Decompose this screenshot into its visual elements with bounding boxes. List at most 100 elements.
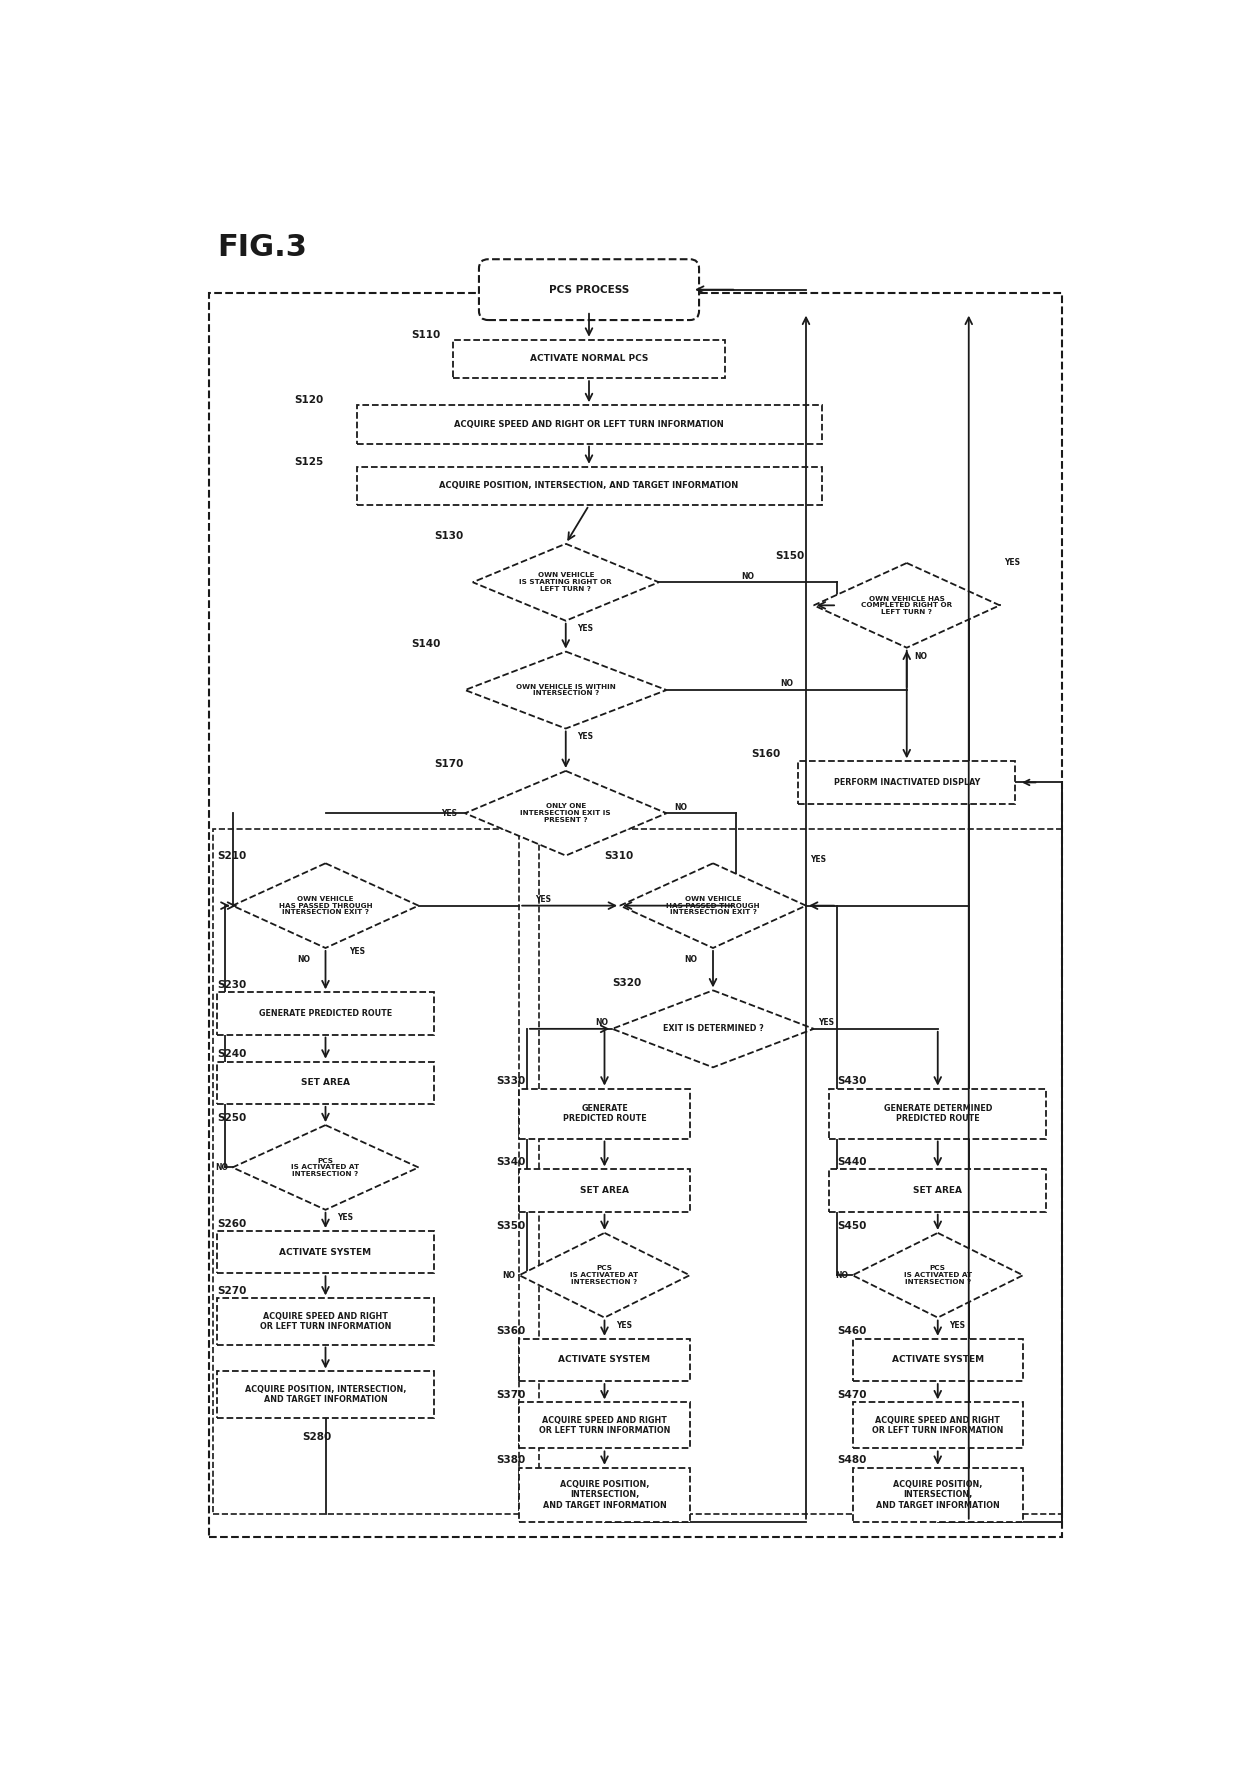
FancyBboxPatch shape	[520, 1340, 689, 1380]
Text: S450: S450	[837, 1221, 867, 1230]
FancyBboxPatch shape	[217, 1299, 434, 1345]
Text: FIG.3: FIG.3	[217, 232, 306, 262]
Text: YES: YES	[817, 1019, 833, 1028]
Text: ONLY ONE
INTERSECTION EXIT IS
PRESENT ?: ONLY ONE INTERSECTION EXIT IS PRESENT ?	[521, 803, 611, 822]
FancyBboxPatch shape	[853, 1402, 1023, 1448]
Text: S140: S140	[410, 640, 440, 649]
Text: OWN VEHICLE
IS STARTING RIGHT OR
LEFT TURN ?: OWN VEHICLE IS STARTING RIGHT OR LEFT TU…	[520, 572, 613, 592]
Text: S125: S125	[295, 457, 324, 466]
Text: YES: YES	[1003, 558, 1019, 567]
Text: YES: YES	[337, 1214, 353, 1223]
FancyBboxPatch shape	[217, 1372, 434, 1418]
Polygon shape	[465, 652, 667, 728]
Text: OWN VEHICLE IS WITHIN
INTERSECTION ?: OWN VEHICLE IS WITHIN INTERSECTION ?	[516, 684, 615, 696]
FancyBboxPatch shape	[520, 1088, 689, 1139]
Text: S350: S350	[496, 1221, 526, 1230]
Text: GENERATE
PREDICTED ROUTE: GENERATE PREDICTED ROUTE	[563, 1104, 646, 1123]
FancyBboxPatch shape	[853, 1340, 1023, 1380]
Text: S340: S340	[496, 1157, 526, 1168]
Text: S270: S270	[217, 1286, 247, 1295]
Text: ACTIVATE SYSTEM: ACTIVATE SYSTEM	[279, 1247, 372, 1256]
FancyBboxPatch shape	[520, 1467, 689, 1522]
Text: YES: YES	[348, 948, 365, 957]
Text: S470: S470	[837, 1389, 867, 1400]
Text: SET AREA: SET AREA	[580, 1185, 629, 1194]
Text: NO: NO	[595, 1019, 609, 1028]
Text: PCS
IS ACTIVATED AT
INTERSECTION ?: PCS IS ACTIVATED AT INTERSECTION ?	[904, 1265, 972, 1285]
Text: OWN VEHICLE HAS
COMPLETED RIGHT OR
LEFT TURN ?: OWN VEHICLE HAS COMPLETED RIGHT OR LEFT …	[862, 595, 952, 615]
Text: S370: S370	[496, 1389, 526, 1400]
Text: SET AREA: SET AREA	[913, 1185, 962, 1194]
Text: ACTIVATE SYSTEM: ACTIVATE SYSTEM	[892, 1356, 983, 1364]
FancyBboxPatch shape	[479, 259, 699, 321]
Text: ACQUIRE POSITION, INTERSECTION, AND TARGET INFORMATION: ACQUIRE POSITION, INTERSECTION, AND TARG…	[439, 482, 739, 491]
Text: S230: S230	[217, 980, 247, 991]
FancyBboxPatch shape	[830, 1170, 1047, 1212]
Polygon shape	[520, 1233, 689, 1318]
Text: S170: S170	[434, 758, 464, 769]
Text: PCS
IS ACTIVATED AT
INTERSECTION ?: PCS IS ACTIVATED AT INTERSECTION ?	[291, 1157, 360, 1177]
Polygon shape	[613, 991, 813, 1067]
Text: ACQUIRE SPEED AND RIGHT
OR LEFT TURN INFORMATION: ACQUIRE SPEED AND RIGHT OR LEFT TURN INF…	[872, 1416, 1003, 1435]
Text: S480: S480	[837, 1455, 867, 1465]
Text: NO: NO	[684, 955, 697, 964]
Text: NO: NO	[836, 1271, 848, 1279]
Text: YES: YES	[441, 808, 458, 817]
Text: S130: S130	[434, 532, 464, 542]
FancyBboxPatch shape	[830, 1088, 1047, 1139]
Text: NO: NO	[216, 1162, 228, 1171]
Text: S280: S280	[303, 1432, 331, 1442]
Text: S310: S310	[605, 851, 634, 861]
Text: SET AREA: SET AREA	[301, 1077, 350, 1088]
Text: PERFORM INACTIVATED DISPLAY: PERFORM INACTIVATED DISPLAY	[833, 778, 980, 787]
Text: S360: S360	[496, 1327, 526, 1336]
Text: S320: S320	[613, 978, 641, 989]
Text: YES: YES	[616, 1320, 632, 1329]
Text: ACQUIRE POSITION, INTERSECTION,
AND TARGET INFORMATION: ACQUIRE POSITION, INTERSECTION, AND TARG…	[244, 1386, 407, 1403]
Text: S210: S210	[217, 851, 247, 861]
Text: NO: NO	[780, 679, 794, 688]
FancyBboxPatch shape	[454, 340, 724, 377]
FancyBboxPatch shape	[357, 466, 821, 505]
FancyBboxPatch shape	[520, 1402, 689, 1448]
Text: ACQUIRE POSITION,
INTERSECTION,
AND TARGET INFORMATION: ACQUIRE POSITION, INTERSECTION, AND TARG…	[875, 1480, 999, 1510]
Polygon shape	[472, 544, 658, 620]
Polygon shape	[853, 1233, 1023, 1318]
Text: YES: YES	[950, 1320, 966, 1329]
Text: S160: S160	[751, 750, 781, 758]
Text: S150: S150	[775, 551, 805, 560]
Polygon shape	[233, 1125, 419, 1210]
Text: NO: NO	[915, 652, 928, 661]
FancyBboxPatch shape	[217, 992, 434, 1035]
Text: ACQUIRE SPEED AND RIGHT
OR LEFT TURN INFORMATION: ACQUIRE SPEED AND RIGHT OR LEFT TURN INF…	[260, 1311, 391, 1331]
Text: S430: S430	[837, 1076, 867, 1086]
Text: NO: NO	[502, 1271, 516, 1279]
Polygon shape	[233, 863, 419, 948]
Text: PCS PROCESS: PCS PROCESS	[549, 285, 629, 294]
Text: S120: S120	[295, 395, 324, 406]
Text: PCS
IS ACTIVATED AT
INTERSECTION ?: PCS IS ACTIVATED AT INTERSECTION ?	[570, 1265, 639, 1285]
FancyBboxPatch shape	[520, 1170, 689, 1212]
Text: YES: YES	[578, 624, 594, 633]
Text: GENERATE PREDICTED ROUTE: GENERATE PREDICTED ROUTE	[259, 1008, 392, 1017]
Text: S240: S240	[217, 1049, 247, 1060]
Text: S440: S440	[837, 1157, 867, 1168]
Text: ACTIVATE SYSTEM: ACTIVATE SYSTEM	[558, 1356, 651, 1364]
Text: GENERATE DETERMINED
PREDICTED ROUTE: GENERATE DETERMINED PREDICTED ROUTE	[884, 1104, 992, 1123]
Text: YES: YES	[534, 895, 551, 904]
Text: ACQUIRE SPEED AND RIGHT
OR LEFT TURN INFORMATION: ACQUIRE SPEED AND RIGHT OR LEFT TURN INF…	[539, 1416, 670, 1435]
FancyBboxPatch shape	[853, 1467, 1023, 1522]
Text: NO: NO	[675, 803, 687, 812]
Text: S250: S250	[217, 1113, 247, 1123]
Polygon shape	[620, 863, 806, 948]
Text: YES: YES	[810, 854, 826, 865]
Text: EXIT IS DETERMINED ?: EXIT IS DETERMINED ?	[662, 1024, 764, 1033]
FancyBboxPatch shape	[357, 406, 821, 443]
Text: ACQUIRE POSITION,
INTERSECTION,
AND TARGET INFORMATION: ACQUIRE POSITION, INTERSECTION, AND TARG…	[543, 1480, 666, 1510]
Text: NO: NO	[298, 955, 310, 964]
Text: NO: NO	[742, 572, 754, 581]
Text: OWN VEHICLE
HAS PASSED THROUGH
INTERSECTION EXIT ?: OWN VEHICLE HAS PASSED THROUGH INTERSECT…	[279, 897, 372, 916]
Polygon shape	[465, 771, 667, 856]
FancyBboxPatch shape	[217, 1232, 434, 1274]
Polygon shape	[813, 563, 999, 649]
